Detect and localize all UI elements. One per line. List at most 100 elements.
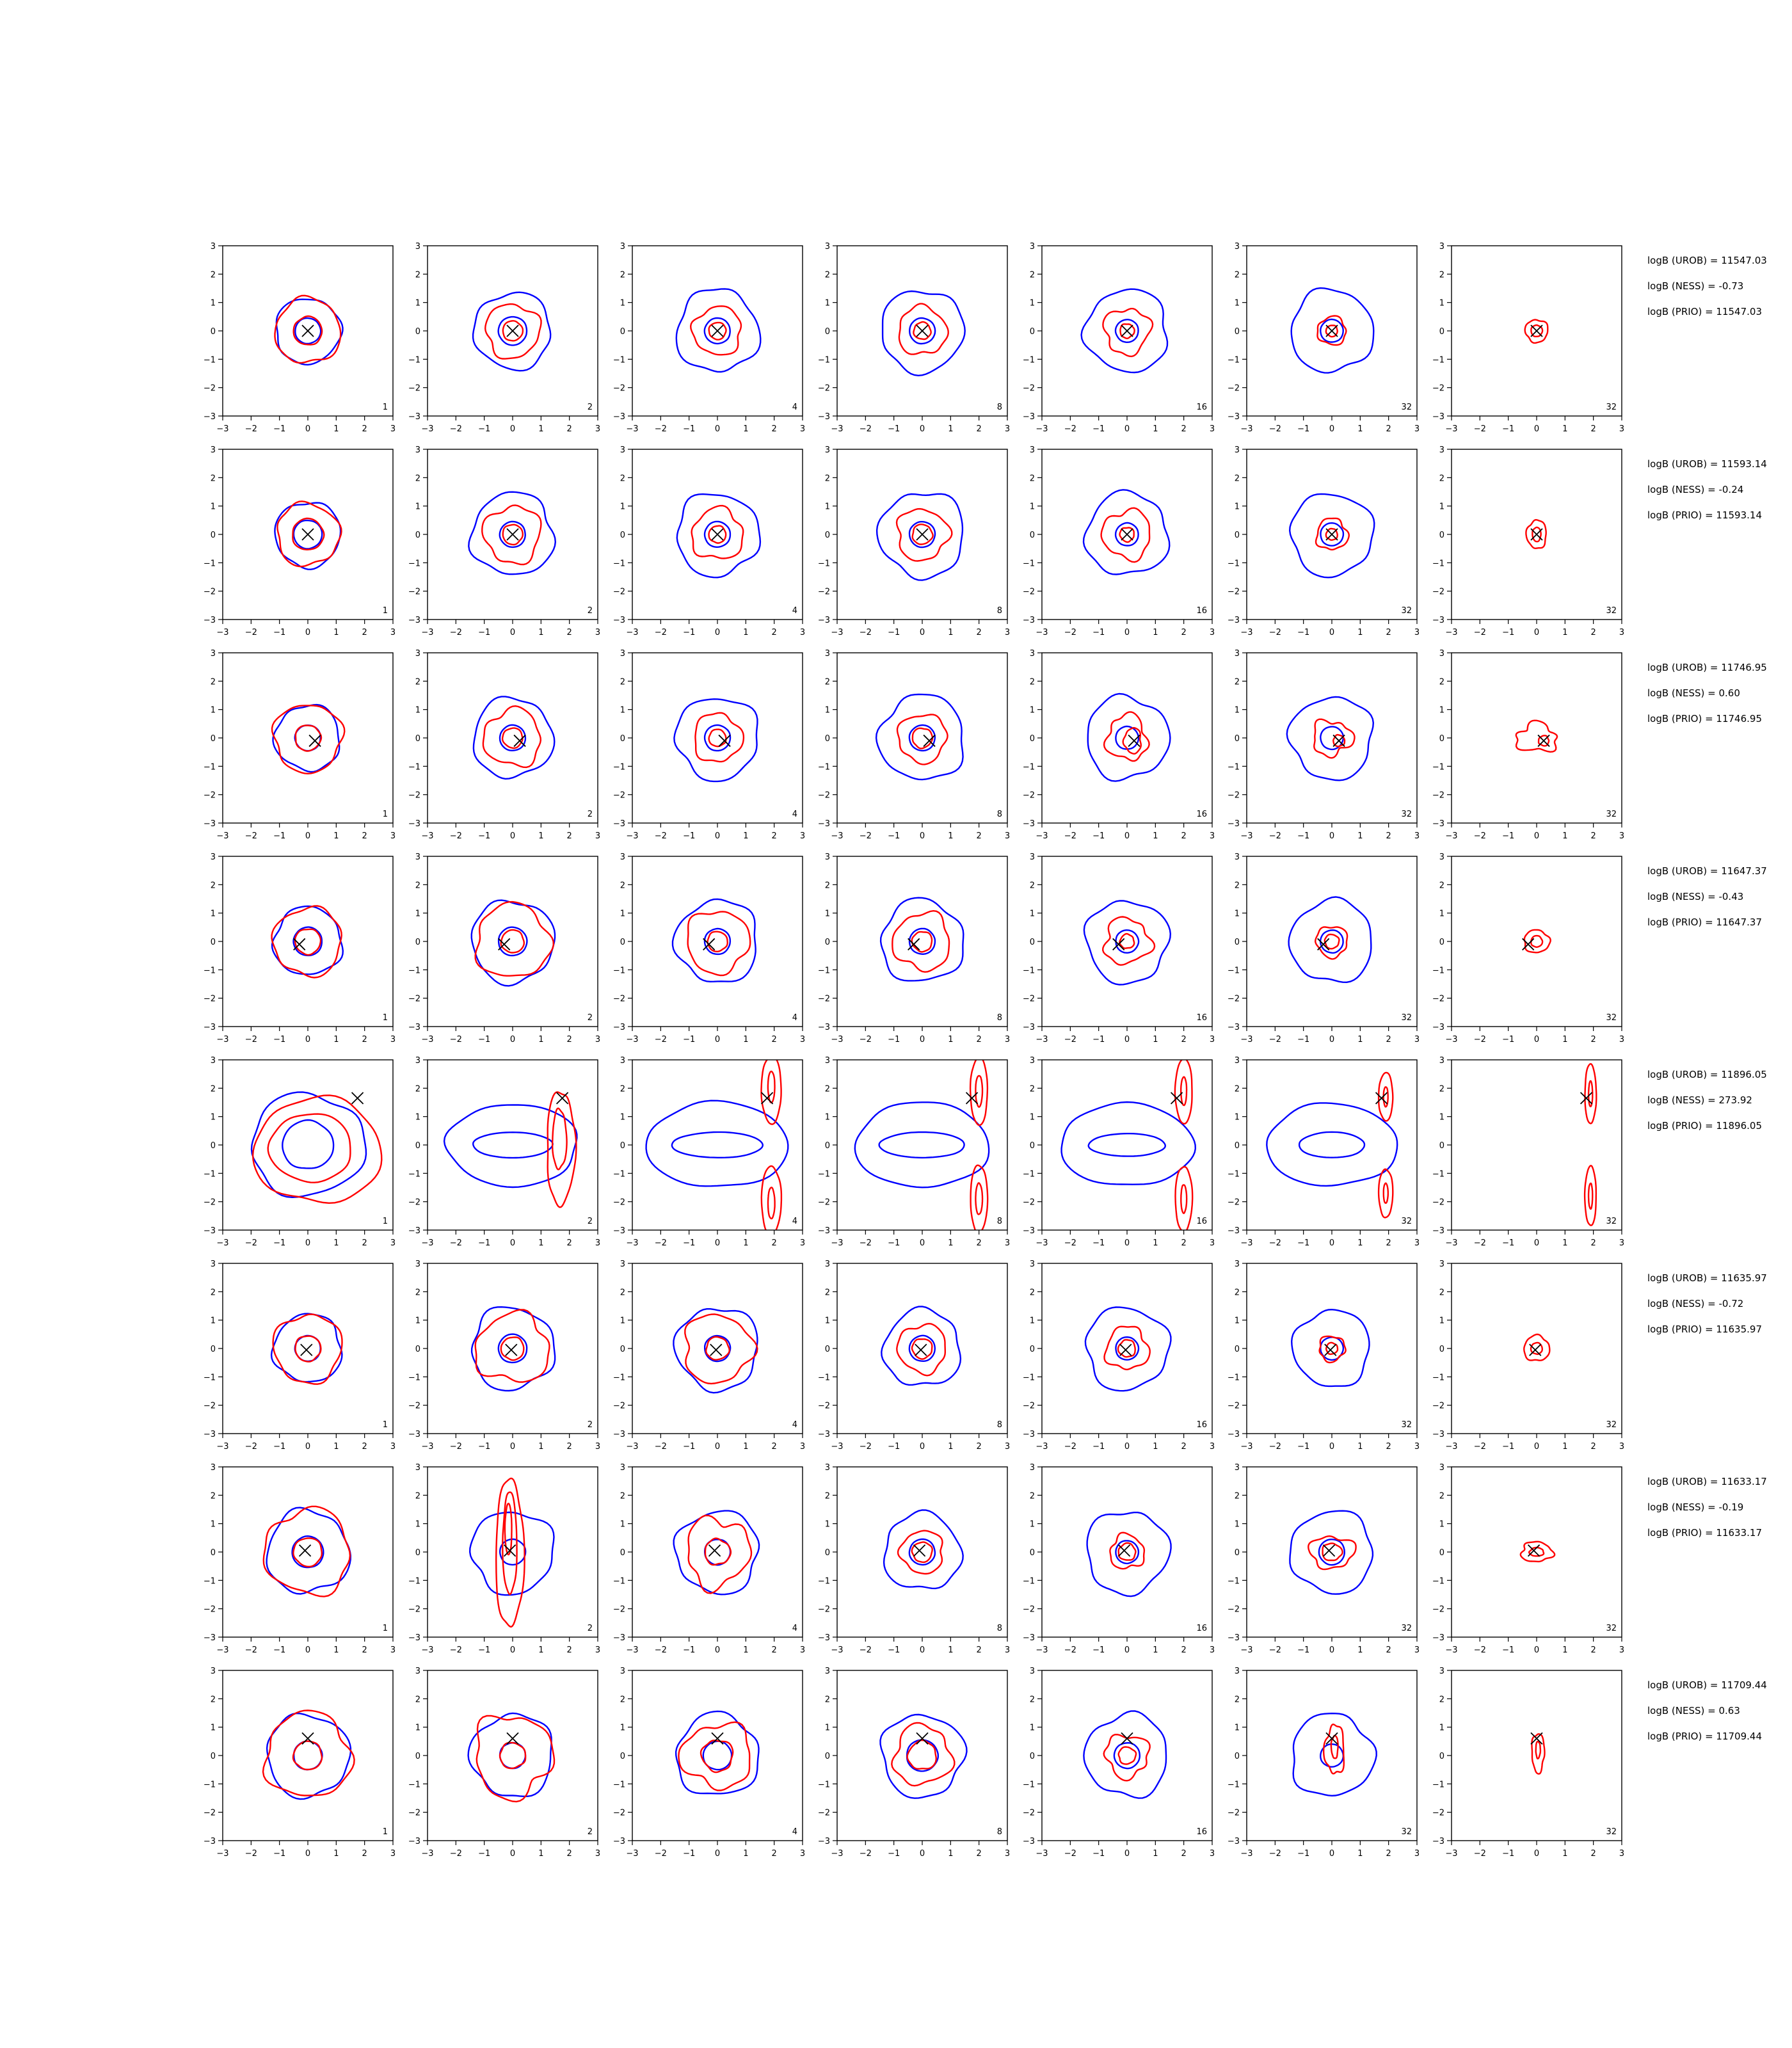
x-tick-label: 1 [333,1442,339,1452]
y-tick-label: −2 [1023,1605,1035,1615]
true-point-marker [1119,1343,1132,1356]
true-point-marker [1530,1732,1543,1745]
x-tick-label: 3 [1414,831,1420,841]
y-tick-label: 2 [415,1084,420,1094]
axes-frame [222,856,394,1027]
x-tick-label: 2 [567,831,572,841]
proposal-contour-1 [1318,1335,1347,1364]
x-tick-label: 2 [772,831,777,841]
y-tick-label: 3 [1030,242,1035,252]
y-tick-label: −2 [204,588,216,597]
y-tick-label: 2 [620,1288,625,1297]
y-tick-label: 1 [1439,502,1444,512]
reference-contour-1 [1082,489,1171,575]
y-tick-label: −2 [1228,588,1240,597]
x-tick-label: 2 [977,424,982,434]
y-tick-label: 0 [211,1141,216,1151]
x-tick-label: −2 [1064,424,1076,434]
proposal-contour-1 [262,1709,355,1796]
panel-count-label: 4 [792,606,797,616]
x-tick-label: −1 [273,1645,285,1655]
panel-count-label: 16 [1196,1217,1207,1226]
reference-contour-2 [499,724,527,751]
y-tick-label: −1 [1228,762,1240,772]
y-tick-label: −1 [613,559,625,568]
panel-count-label: 32 [1401,1827,1412,1837]
y-tick-label: 0 [211,531,216,540]
contours [1288,896,1372,984]
x-tick-label: 3 [390,628,396,637]
y-tick-label: 1 [1235,1520,1240,1530]
x-tick-label: −1 [273,1035,285,1044]
y-tick-label: 2 [211,474,216,483]
proposal-contour-3 [970,1164,989,1230]
proposal-contour-1 [1584,1063,1597,1124]
x-tick-label: −3 [216,1645,228,1655]
true-point-marker [1530,528,1543,541]
panel-count-label: 2 [588,1217,593,1226]
reference-contour-1 [274,502,342,570]
y-tick-label: 3 [825,1463,830,1473]
y-tick-label: −3 [1432,616,1444,625]
contours [1288,493,1375,579]
x-tick-label: 3 [1619,831,1624,841]
panel-count-label: 8 [997,1624,1002,1633]
x-tick-label: 2 [1181,1849,1187,1859]
x-tick-label: −2 [450,424,462,434]
x-tick-label: 2 [1386,1442,1391,1452]
axes-frame [1246,1466,1418,1638]
panel-r5-c6: −3 3 −2 2 −1 1 0 0 1 −1 2 −2 3 −3 32 [1228,1056,1420,1248]
contours [1083,900,1172,986]
proposal-contour-2 [1332,733,1346,748]
proposal-contour-2 [1325,527,1338,541]
y-tick-label: 3 [825,1260,830,1269]
x-tick-label: 3 [1005,1238,1010,1248]
x-tick-label: −1 [273,1238,285,1248]
proposal-contour-1 [482,705,542,769]
y-tick-label: −2 [613,1198,625,1208]
x-tick-label: 3 [1005,1035,1010,1044]
proposal-contour-1 [1323,1724,1345,1775]
true-point-marker [718,734,731,748]
y-tick-label: 2 [1235,1288,1240,1297]
x-tick-label: 2 [1591,1849,1596,1859]
x-tick-label: 3 [1210,1442,1215,1452]
x-tick-label: −2 [1269,424,1281,434]
panel-r2-c7: −3 3 −2 2 −1 1 0 0 1 −1 2 −2 3 −3 32 [1432,445,1624,637]
contours [470,899,556,987]
y-tick-label: 1 [825,502,830,512]
contours [467,1712,556,1803]
x-tick-label: −1 [683,1849,695,1859]
y-tick-label: 2 [415,1491,420,1501]
y-tick-label: 2 [620,1084,625,1094]
x-tick-label: −1 [888,1442,900,1452]
x-tick-label: −1 [478,424,490,434]
reference-contour-1 [879,1713,968,1799]
x-tick-label: −2 [450,1238,462,1248]
axes-frame [1041,856,1213,1027]
x-tick-label: −3 [421,1442,433,1452]
y-tick-label: 2 [415,1288,420,1297]
panel-count-label: 1 [383,403,388,412]
y-tick-label: −2 [1023,791,1035,801]
true-point-marker [708,1544,721,1557]
x-tick-label: −2 [655,1442,667,1452]
x-tick-label: −1 [683,1645,695,1655]
panel-r5-c2: −3 3 −2 2 −1 1 0 0 1 −1 2 −2 3 −3 2 [408,1056,600,1248]
row-7-logb-prio: logB (PRIO) = 11633.17 [1647,1527,1763,1539]
true-point-marker [1325,1732,1338,1745]
y-tick-label: 1 [415,1113,420,1123]
x-tick-label: −1 [273,1442,285,1452]
y-tick-label: −1 [408,1576,420,1586]
y-tick-label: −3 [613,1430,625,1439]
contours [468,491,557,575]
panel-r1-c7: −3 3 −2 2 −1 1 0 0 1 −1 2 −2 3 −3 32 [1432,242,1624,434]
x-tick-label: 1 [538,628,543,637]
proposal-contour-1 [896,714,948,765]
panel-r2-c3: −3 3 −2 2 −1 1 0 0 1 −1 2 −2 3 −3 4 [613,445,805,637]
y-tick-label: 2 [620,881,625,890]
x-tick-label: −1 [478,1442,490,1452]
contours [881,1306,962,1386]
true-point-marker [916,1732,929,1745]
panel-count-label: 4 [792,1013,797,1023]
